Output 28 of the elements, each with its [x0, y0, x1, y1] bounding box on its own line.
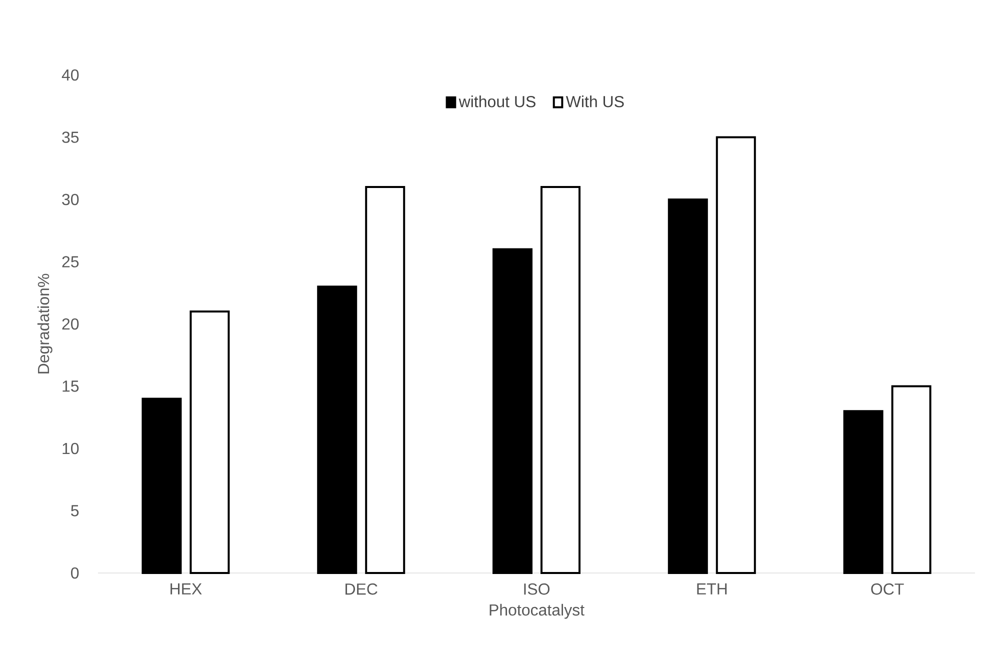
y-tick-label: 15: [62, 380, 79, 392]
bar: [190, 310, 230, 574]
y-tick-label: 35: [62, 132, 79, 143]
legend-label: With US: [566, 96, 624, 108]
bar: [365, 186, 406, 574]
y-tick-label: 30: [62, 194, 79, 206]
x-tick-label: ETH: [697, 583, 727, 594]
x-axis-title: Photocatalyst: [490, 604, 584, 619]
y-tick-label: 20: [62, 318, 79, 330]
x-tick-label: ISO: [524, 583, 550, 595]
x-tick-label: HEX: [170, 583, 202, 594]
y-tick-label: 25: [62, 256, 79, 268]
bar: [891, 385, 932, 574]
bar: [540, 186, 581, 574]
bar: [317, 286, 358, 574]
bar: [142, 398, 182, 574]
x-tick-label: DEC: [346, 583, 378, 595]
bar: [843, 410, 884, 574]
y-tick-label: 0: [71, 567, 79, 579]
bar: [668, 198, 708, 574]
y-tick-label: 5: [71, 505, 79, 516]
bar: [716, 136, 756, 574]
legend-label: without US: [458, 96, 536, 108]
bar: [492, 248, 533, 574]
y-tick-label: 10: [62, 442, 79, 454]
y-tick-label: 40: [62, 69, 79, 81]
x-tick-label: OCT: [871, 583, 904, 595]
y-axis-title: Degradation%: [37, 274, 52, 374]
